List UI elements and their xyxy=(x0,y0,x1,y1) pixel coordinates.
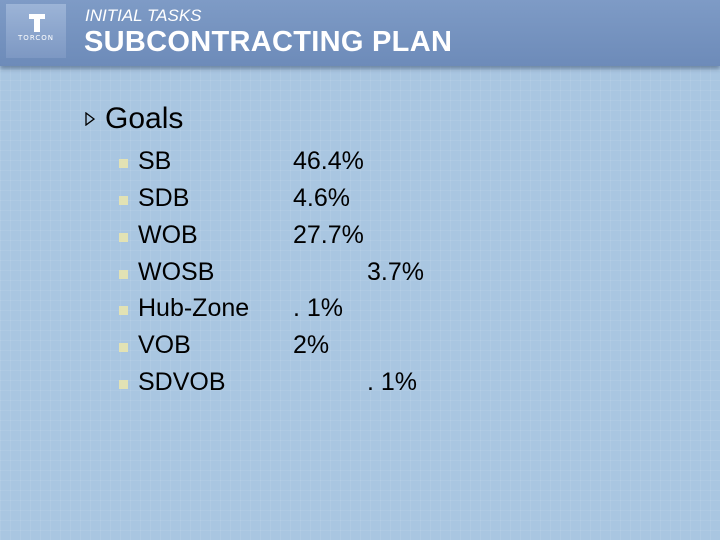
logo-text: TORCON xyxy=(18,34,54,42)
goal-value: . 1% xyxy=(293,294,344,322)
list-item: SDB 4.6% xyxy=(0,184,720,221)
square-bullet-icon xyxy=(119,196,128,205)
goals-label: Goals xyxy=(105,102,184,135)
goal-label: VOB xyxy=(138,331,191,359)
square-bullet-icon xyxy=(119,159,128,168)
list-item: SDVOB . 1% xyxy=(0,368,720,405)
company-logo: TORCON xyxy=(6,4,66,58)
goal-value: 46.4% xyxy=(293,147,364,175)
list-item: Hub-Zone . 1% xyxy=(0,294,720,331)
logo-t-icon xyxy=(29,14,45,32)
goal-label: SDB xyxy=(138,184,190,212)
square-bullet-icon xyxy=(119,233,128,242)
square-bullet-icon xyxy=(119,306,128,315)
goal-label: SDVOB xyxy=(138,368,226,396)
slide-title: SUBCONTRACTING PLAN xyxy=(84,26,453,58)
goal-label: WOB xyxy=(138,221,198,249)
header-bar: TORCON INITIAL TASKS SUBCONTRACTING PLAN xyxy=(0,0,720,66)
triangle-bullet-icon xyxy=(85,112,95,126)
goal-value: 27.7% xyxy=(293,221,364,249)
list-item: VOB 2% xyxy=(0,331,720,368)
goal-label: Hub-Zone xyxy=(138,294,250,322)
square-bullet-icon xyxy=(119,380,128,389)
goals-heading: Goals xyxy=(85,102,183,136)
goal-label: WOSB xyxy=(138,258,215,286)
list-item: WOSB 3.7% xyxy=(0,258,720,295)
goal-value: 4.6% xyxy=(293,184,350,212)
list-item: WOB 27.7% xyxy=(0,221,720,258)
square-bullet-icon xyxy=(119,270,128,279)
goal-value: 2% xyxy=(293,331,330,359)
goal-label: SB xyxy=(138,147,172,175)
square-bullet-icon xyxy=(119,343,128,352)
goal-value: 3.7% xyxy=(367,258,424,286)
list-item: SB 46.4% xyxy=(0,147,720,184)
goal-value: . 1% xyxy=(367,368,418,396)
slide-subtitle: INITIAL TASKS xyxy=(85,6,202,25)
